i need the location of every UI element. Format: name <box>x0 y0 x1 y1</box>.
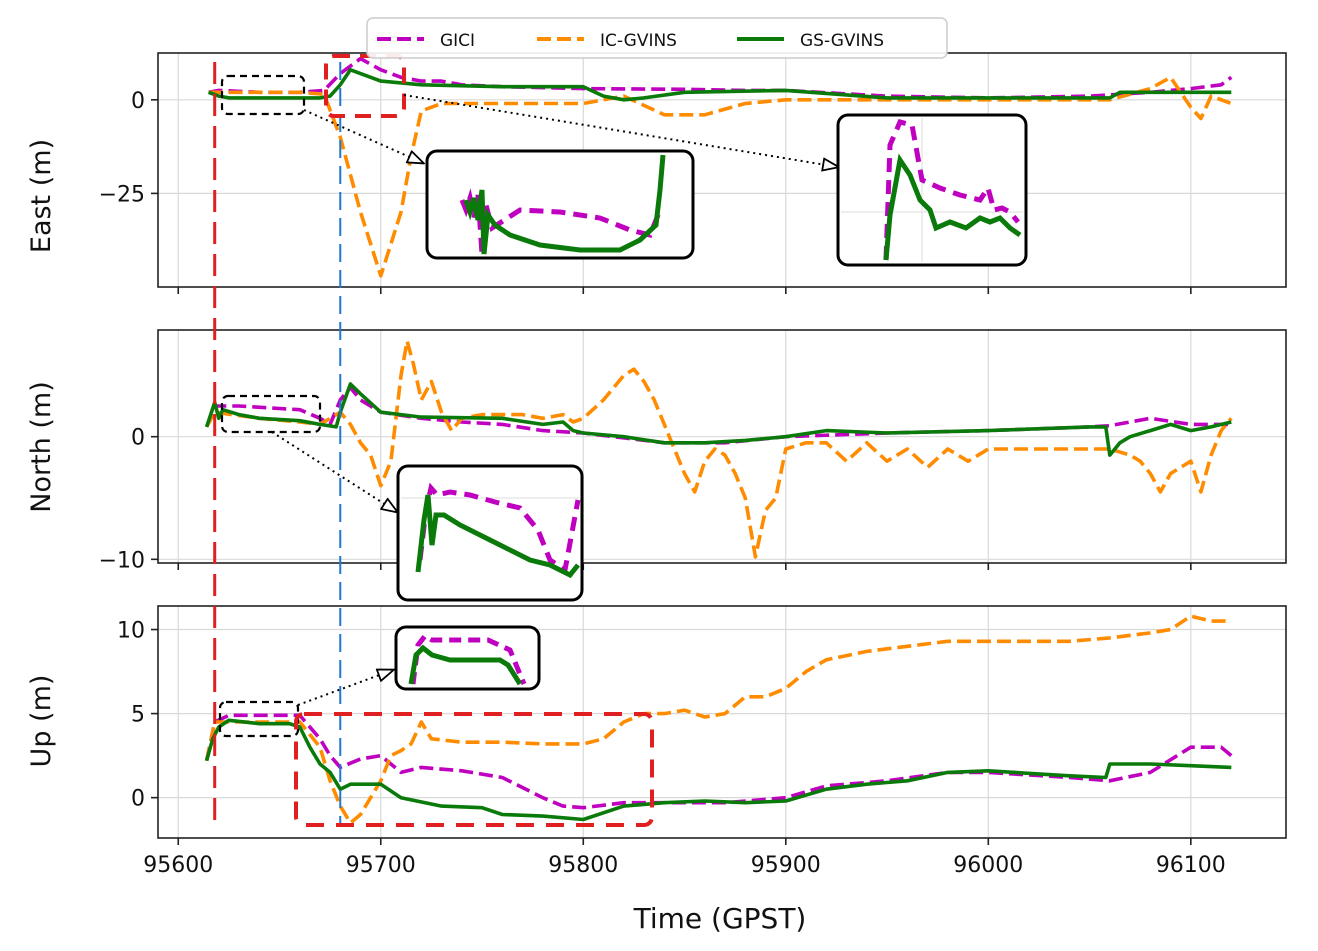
panel-east: 0 −25 East (m) <box>26 52 1287 294</box>
y-tick-label: 0 <box>131 89 145 114</box>
x-tick-label: 95600 <box>143 853 213 878</box>
series-gs-gvins-east <box>207 68 1232 102</box>
inset-up <box>394 625 541 691</box>
series-ic-gvins-east <box>208 75 1232 278</box>
axes-frame-up <box>157 605 1287 839</box>
x-tick-label: 96000 <box>953 853 1023 878</box>
inset-east-1 <box>425 149 695 260</box>
legend: GICI IC-GVINS GS-GVINS <box>366 17 948 59</box>
legend-frame <box>366 17 948 59</box>
x-axis-label: Time (GPST) <box>633 902 807 935</box>
y-tick-label: −10 <box>99 548 145 573</box>
y-tick-label: −25 <box>99 182 145 207</box>
y-axis-label-north: North (m) <box>26 381 57 512</box>
overlay-layer <box>213 54 1028 827</box>
series-gs-gvins-up <box>204 718 1232 822</box>
y-tick-label: 0 <box>131 787 145 812</box>
highlight-box-up <box>294 712 654 827</box>
series-gici-up <box>204 713 1233 810</box>
arrow-up <box>297 670 393 706</box>
legend-label-gici: GICI <box>440 31 475 51</box>
legend-label-gs-gvins: GS-GVINS <box>800 31 884 51</box>
zoom-box-east-early <box>220 74 306 116</box>
y-axis-label-up: Up (m) <box>26 675 57 768</box>
y-axis-label-east: East (m) <box>26 139 57 253</box>
arrow-north <box>271 431 397 512</box>
panel-up: 95600 95700 95800 95900 96000 96100 10 5 0 Up (m) <box>26 605 1287 878</box>
arrow-east-1 <box>303 109 423 163</box>
inset-east-2 <box>836 113 1028 267</box>
panel-north: 0 −10 North (m) <box>26 329 1287 573</box>
highlight-box-east <box>324 54 406 118</box>
series-gs-gvins-north <box>204 382 1232 457</box>
x-tick-label: 96100 <box>1156 853 1226 878</box>
panels-layer: 0 −25 East (m) 0 −10 North (m) 95600 95700 95800… <box>26 52 1287 878</box>
series-ic-gvins-north <box>205 339 1233 559</box>
inset-north <box>396 464 584 602</box>
x-tick-label: 95900 <box>751 853 821 878</box>
axes-frame-north <box>157 329 1287 564</box>
series-ic-gvins-up <box>204 614 1232 825</box>
x-tick-label: 95800 <box>548 853 618 878</box>
y-tick-label: 5 <box>131 703 145 728</box>
axes-frame-east <box>157 52 1287 288</box>
arrow-east-2 <box>403 94 838 167</box>
x-tick-label: 95700 <box>346 853 416 878</box>
legend-label-ic-gvins: IC-GVINS <box>600 31 677 51</box>
zoom-box-north-early <box>220 394 322 434</box>
y-tick-label: 0 <box>131 426 145 451</box>
y-tick-label: 10 <box>117 619 145 644</box>
